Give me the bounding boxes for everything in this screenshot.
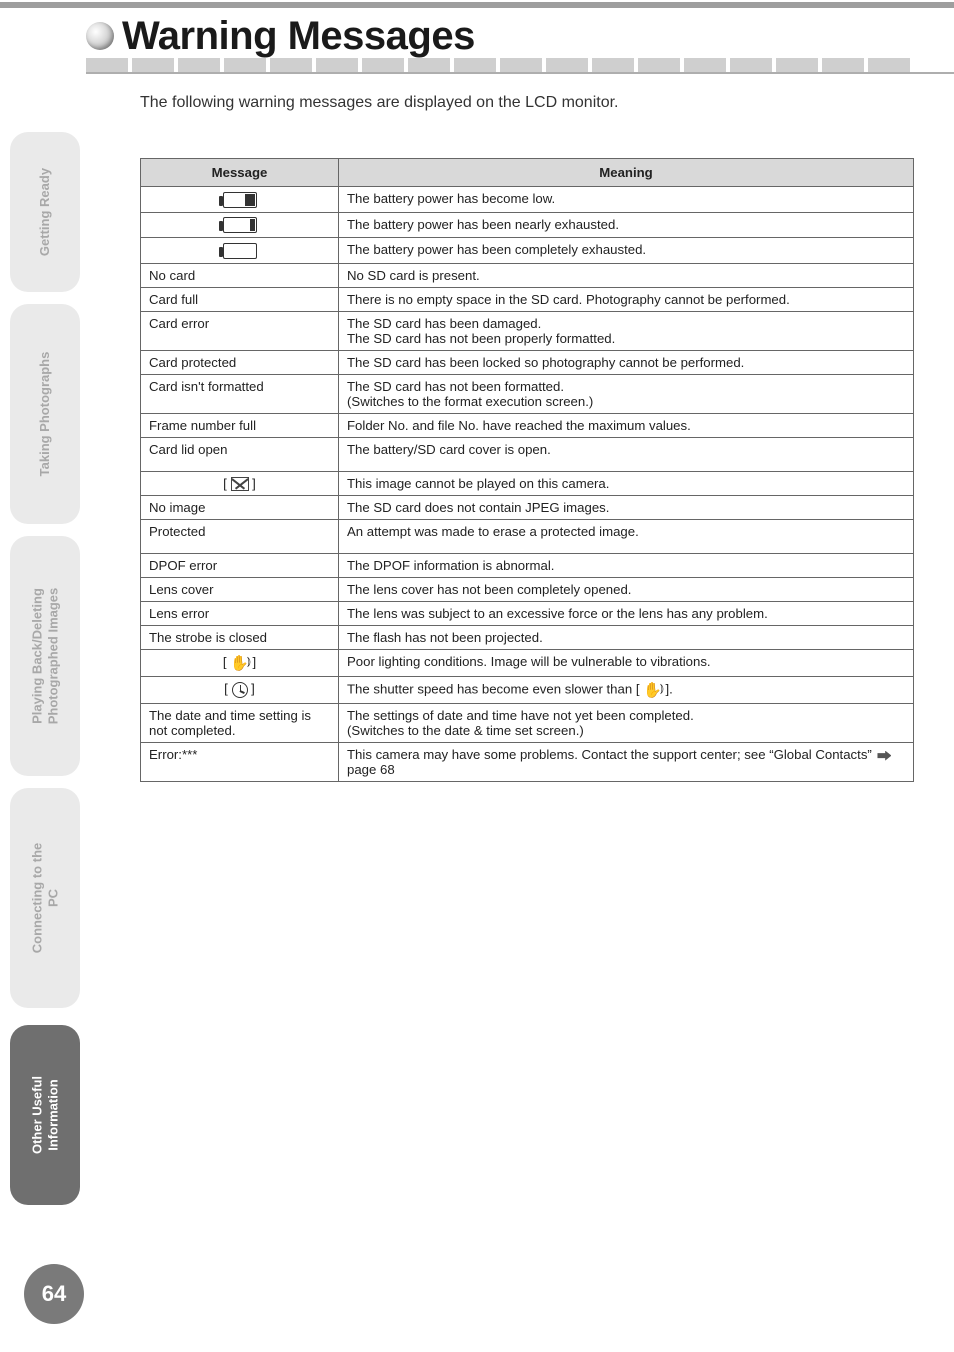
table-row: [ ] The shutter speed has become even sl… [141, 677, 914, 704]
cell-message: No card [141, 263, 339, 287]
cell-meaning: The battery/SD card cover is open. [339, 437, 914, 471]
cell-message: Card lid open [141, 437, 339, 471]
tab-connecting-pc: Connecting to thePC [10, 788, 80, 1008]
cell-meaning: The SD card has not been formatted.(Swit… [339, 374, 914, 413]
table-row: No image The SD card does not contain JP… [141, 496, 914, 520]
cell-message: Card full [141, 287, 339, 311]
table-row: Error:*** This camera may have some prob… [141, 743, 914, 782]
cell-meaning: The shutter speed has become even slower… [339, 677, 914, 704]
table-row: Lens cover The lens cover has not been c… [141, 578, 914, 602]
table-row: The battery power has been completely ex… [141, 238, 914, 264]
table-row: Card full There is no empty space in the… [141, 287, 914, 311]
cell-meaning: The battery power has been completely ex… [339, 238, 914, 264]
table-row: Lens error The lens was subject to an ex… [141, 602, 914, 626]
cell-message: Card protected [141, 350, 339, 374]
page-number: 64 [24, 1264, 84, 1324]
cell-message: Frame number full [141, 413, 339, 437]
table-row: Card lid open The battery/SD card cover … [141, 437, 914, 471]
vibration-icon: [ ✋⦆ ] [141, 650, 339, 677]
cell-message: No image [141, 496, 339, 520]
warning-messages-table: Message Meaning The battery power has be… [140, 158, 914, 782]
cell-message: Error:*** [141, 743, 339, 782]
tab-getting-ready: Getting Ready [10, 132, 80, 292]
cell-meaning: The settings of date and time have not y… [339, 704, 914, 743]
cell-message: Card error [141, 311, 339, 350]
cell-meaning: Poor lighting conditions. Image will be … [339, 650, 914, 677]
table-row: Card protected The SD card has been lock… [141, 350, 914, 374]
tab-taking-photographs: Taking Photographs [10, 304, 80, 524]
decor-top-bar [0, 2, 954, 8]
cell-meaning: This image cannot be played on this came… [339, 471, 914, 496]
table-row: Frame number full Folder No. and file No… [141, 413, 914, 437]
cell-meaning: Folder No. and file No. have reached the… [339, 413, 914, 437]
cell-meaning: No SD card is present. [339, 263, 914, 287]
page-ref-arrow-icon [877, 751, 891, 761]
cell-meaning: The SD card does not contain JPEG images… [339, 496, 914, 520]
page-title: Warning Messages [122, 14, 475, 59]
cell-meaning: An attempt was made to erase a protected… [339, 520, 914, 554]
table-row: DPOF error The DPOF information is abnor… [141, 554, 914, 578]
table-row: The strobe is closed The flash has not b… [141, 626, 914, 650]
cell-message: DPOF error [141, 554, 339, 578]
table-row: Protected An attempt was made to erase a… [141, 520, 914, 554]
cell-message: Lens error [141, 602, 339, 626]
intro-text: The following warning messages are displ… [140, 94, 618, 112]
bad-image-icon: [ ] [141, 471, 339, 496]
col-header-meaning: Meaning [339, 159, 914, 187]
table-row: [ ✋⦆ ] Poor lighting conditions. Image w… [141, 650, 914, 677]
cell-message: Protected [141, 520, 339, 554]
cell-meaning: There is no empty space in the SD card. … [339, 287, 914, 311]
table-row: Card isn't formatted The SD card has not… [141, 374, 914, 413]
hand-shake-icon: ✋⦆ [643, 681, 662, 699]
battery-near-icon [141, 212, 339, 238]
table-row: No card No SD card is present. [141, 263, 914, 287]
cell-meaning: The SD card has been locked so photograp… [339, 350, 914, 374]
tab-playing-back: Playing Back/DeletingPhotographed Images [10, 536, 80, 776]
cell-meaning: The battery power has become low. [339, 187, 914, 213]
cell-meaning: The lens cover has not been completely o… [339, 578, 914, 602]
cell-message: Card isn't formatted [141, 374, 339, 413]
table-row: The battery power has been nearly exhaus… [141, 212, 914, 238]
table-row: [ ] This image cannot be played on this … [141, 471, 914, 496]
cell-message: The strobe is closed [141, 626, 339, 650]
cell-meaning: The battery power has been nearly exhaus… [339, 212, 914, 238]
cell-meaning: The DPOF information is abnormal. [339, 554, 914, 578]
title-bullet [86, 22, 114, 50]
cell-meaning: The SD card has been damaged.The SD card… [339, 311, 914, 350]
battery-empty-icon [141, 238, 339, 264]
cell-message: The date and time setting is not complet… [141, 704, 339, 743]
table-row: The battery power has become low. [141, 187, 914, 213]
tab-other-useful-info: Other UsefulInformation [10, 1025, 80, 1205]
battery-low-icon [141, 187, 339, 213]
table-row: Card error The SD card has been damaged.… [141, 311, 914, 350]
cell-message: Lens cover [141, 578, 339, 602]
cell-meaning: The flash has not been projected. [339, 626, 914, 650]
decor-block-row [86, 58, 954, 72]
table-row: The date and time setting is not complet… [141, 704, 914, 743]
cell-meaning: The lens was subject to an excessive for… [339, 602, 914, 626]
cell-meaning: This camera may have some problems. Cont… [339, 743, 914, 782]
table-header-row: Message Meaning [141, 159, 914, 187]
slow-shutter-icon: [ ] [141, 677, 339, 704]
title-underline [86, 72, 954, 74]
col-header-message: Message [141, 159, 339, 187]
